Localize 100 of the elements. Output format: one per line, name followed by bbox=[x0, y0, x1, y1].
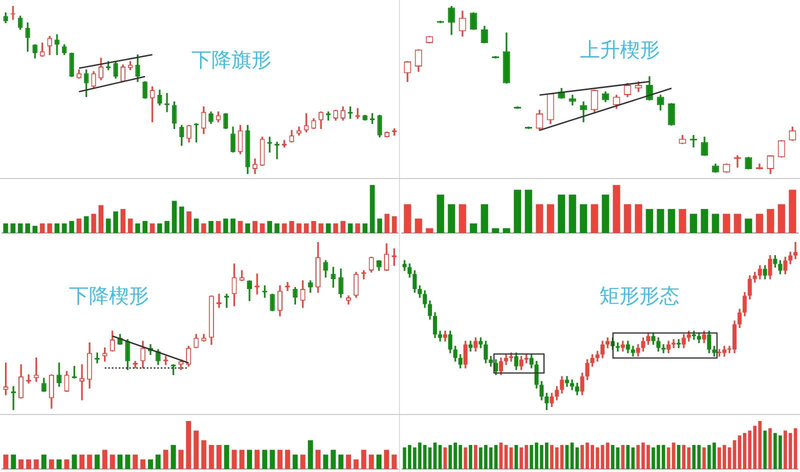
annotation: 下降楔形 bbox=[68, 284, 149, 308]
bar bbox=[722, 214, 730, 233]
bar bbox=[40, 223, 45, 233]
bar bbox=[140, 459, 146, 469]
bar bbox=[361, 450, 366, 469]
bar bbox=[348, 223, 353, 233]
bar bbox=[404, 204, 412, 233]
bar bbox=[362, 223, 368, 233]
bar bbox=[132, 454, 138, 469]
bar bbox=[232, 450, 237, 469]
bar bbox=[546, 204, 554, 233]
bar bbox=[377, 218, 382, 233]
bar bbox=[194, 430, 199, 469]
bar bbox=[756, 214, 764, 233]
bar bbox=[201, 223, 206, 233]
bar bbox=[157, 223, 162, 233]
candlestick bbox=[54, 34, 60, 56]
bar bbox=[125, 454, 130, 469]
bar bbox=[282, 223, 287, 233]
bar bbox=[370, 185, 375, 233]
bar bbox=[156, 454, 161, 469]
annotation: 上升楔形 bbox=[580, 38, 660, 62]
bar bbox=[72, 454, 77, 469]
bar bbox=[438, 445, 442, 469]
bar bbox=[170, 445, 176, 469]
bar bbox=[338, 454, 344, 469]
bar bbox=[164, 221, 170, 233]
bar bbox=[239, 450, 244, 469]
bar bbox=[568, 194, 576, 233]
bar bbox=[18, 223, 23, 233]
bar bbox=[172, 200, 177, 233]
bar bbox=[34, 459, 39, 469]
bar bbox=[3, 454, 8, 469]
bar bbox=[414, 218, 422, 233]
bar bbox=[178, 450, 184, 469]
bar bbox=[208, 445, 214, 469]
bar bbox=[54, 223, 60, 233]
bar bbox=[223, 218, 228, 233]
bar bbox=[392, 216, 397, 233]
bar bbox=[621, 445, 625, 469]
bar bbox=[18, 459, 24, 469]
bar bbox=[474, 445, 478, 469]
bar bbox=[316, 450, 321, 469]
bar bbox=[458, 204, 466, 233]
bar bbox=[426, 228, 434, 233]
bar bbox=[285, 450, 290, 469]
bar bbox=[712, 214, 720, 233]
candlestick bbox=[793, 242, 798, 260]
bar bbox=[678, 209, 686, 233]
bar bbox=[470, 223, 478, 233]
bar bbox=[300, 454, 306, 469]
bar bbox=[148, 459, 154, 469]
bar bbox=[260, 223, 265, 233]
bar bbox=[201, 440, 206, 469]
bar bbox=[10, 454, 16, 469]
bar bbox=[208, 221, 214, 233]
bar bbox=[113, 211, 118, 233]
bar bbox=[354, 459, 359, 469]
bar bbox=[612, 185, 620, 233]
bar bbox=[135, 223, 140, 233]
bar bbox=[120, 209, 126, 233]
bar bbox=[346, 454, 352, 469]
bar bbox=[668, 209, 676, 233]
bar bbox=[246, 450, 252, 469]
bar bbox=[677, 445, 680, 469]
bar bbox=[163, 450, 168, 469]
bar bbox=[443, 447, 447, 469]
bar bbox=[230, 218, 236, 233]
bar bbox=[606, 442, 610, 469]
bar bbox=[224, 445, 230, 469]
bar bbox=[102, 450, 108, 469]
bar bbox=[47, 223, 52, 233]
bar bbox=[296, 223, 302, 233]
annotation: 矩形形态 bbox=[600, 284, 680, 308]
bar bbox=[194, 218, 199, 233]
bar bbox=[656, 209, 664, 233]
annotation: 下降旗形 bbox=[192, 48, 272, 72]
bar bbox=[355, 223, 360, 233]
bar bbox=[62, 223, 67, 233]
bar bbox=[142, 221, 148, 233]
bar bbox=[32, 226, 38, 233]
bar bbox=[3, 223, 8, 233]
bar bbox=[304, 223, 309, 233]
bar bbox=[274, 223, 280, 233]
bar bbox=[692, 445, 696, 469]
bar bbox=[744, 218, 752, 233]
bar bbox=[150, 223, 155, 233]
bar bbox=[634, 204, 642, 233]
bar bbox=[179, 206, 184, 233]
bar bbox=[79, 454, 84, 469]
bar bbox=[262, 450, 268, 469]
bar bbox=[318, 223, 324, 233]
bar bbox=[186, 211, 192, 233]
bar bbox=[41, 454, 46, 469]
bar bbox=[252, 221, 258, 233]
bar bbox=[502, 228, 510, 233]
bar bbox=[333, 223, 338, 233]
bar bbox=[216, 221, 221, 233]
bar bbox=[277, 450, 282, 469]
bar bbox=[368, 454, 374, 469]
